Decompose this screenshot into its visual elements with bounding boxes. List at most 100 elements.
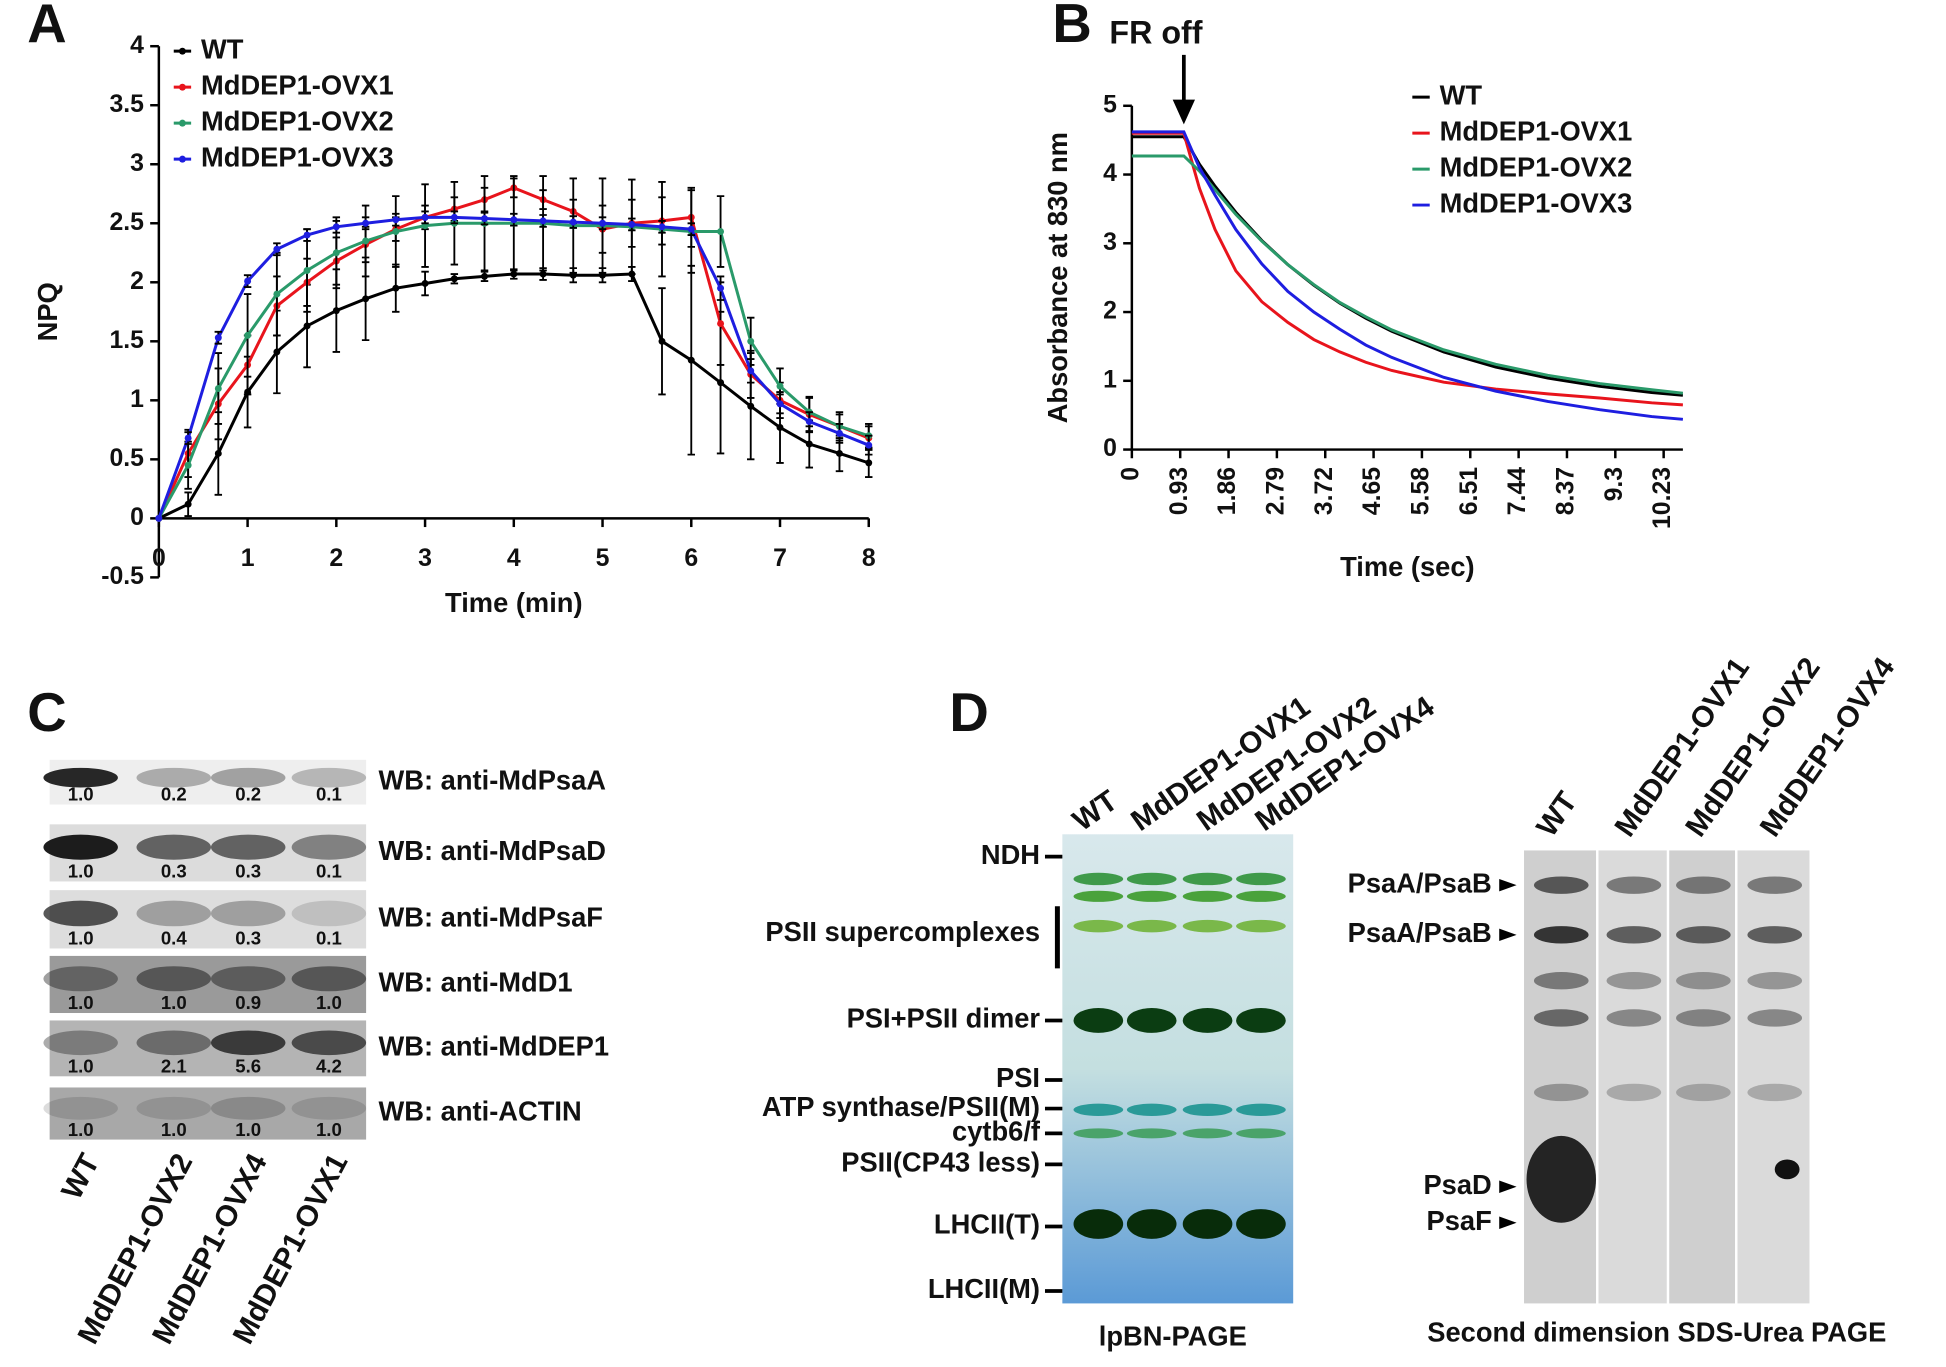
blot-band (291, 900, 367, 927)
x-tick-label: 1.86 (1214, 467, 1241, 515)
x-tick-label: 4 (507, 545, 521, 572)
blot-value: 1.0 (68, 1056, 94, 1077)
gel-band (1182, 1128, 1233, 1139)
data-point (481, 272, 488, 280)
legend-marker (178, 83, 186, 91)
y-tick-label: 2.5 (109, 209, 144, 236)
y-tick-label: 0.5 (109, 445, 144, 472)
blot-value: 0.3 (161, 861, 187, 882)
lane-label: WT (1067, 784, 1124, 838)
gel-band (1236, 890, 1286, 902)
data-point (421, 279, 429, 287)
data-point (155, 514, 163, 522)
x-tick-label: 0 (1117, 467, 1144, 481)
data-point (392, 216, 400, 224)
x-tick-label: 10.23 (1649, 467, 1676, 529)
legend-label: MdDEP1-OVX3 (201, 141, 394, 172)
sds-spot (1533, 1083, 1589, 1102)
x-tick-label: 6.51 (1456, 467, 1483, 515)
spot-arrow (1499, 1216, 1517, 1229)
blot-value: 1.0 (68, 928, 94, 949)
x-tick-label: 6 (684, 545, 698, 572)
sds-spot (1533, 926, 1589, 944)
blot-value: 0.2 (235, 784, 261, 805)
gel-label: PSI+PSII dimer (847, 1003, 1041, 1034)
spot-label: PsaA/PsaB (1348, 867, 1492, 898)
y-axis-title: Absorbance at 830 nm (1042, 132, 1073, 423)
spot-arrow (1499, 878, 1517, 892)
gel-band (1126, 1128, 1177, 1139)
data-point (569, 218, 577, 226)
gel-band (1182, 1209, 1233, 1239)
data-point (273, 290, 281, 298)
data-point (805, 418, 813, 426)
blot-band (291, 767, 367, 788)
x-tick-label: 4.65 (1359, 467, 1386, 515)
blot-band (43, 1096, 118, 1120)
data-point (244, 277, 252, 285)
gel-band (1236, 1128, 1286, 1139)
gel-band (1236, 919, 1286, 933)
x-tick-label: 0 (152, 545, 166, 572)
data-point (510, 216, 518, 224)
data-point (332, 307, 340, 315)
blot-value: 1.0 (68, 861, 94, 882)
y-tick-label: 1 (130, 386, 144, 413)
sds-spot (1676, 972, 1731, 990)
blot-band (43, 900, 118, 927)
blot-label: WB: anti-MdPsaF (379, 902, 603, 933)
blot-label: WB: anti-MdDEP1 (379, 1031, 610, 1062)
gel-band (1073, 1103, 1124, 1117)
gel-band (1126, 1103, 1177, 1117)
gel-band (1182, 919, 1233, 933)
data-point (747, 367, 755, 375)
y-tick-label: 1 (1103, 366, 1117, 393)
y-tick-label: -0.5 (101, 563, 144, 590)
blot-value: 0.9 (235, 992, 261, 1013)
sds-spot (1676, 926, 1731, 944)
data-point (717, 379, 725, 387)
gel-band (1073, 1008, 1124, 1033)
gel-label: PSII(CP43 less) (841, 1147, 1040, 1178)
x-axis-title: Time (sec) (1340, 551, 1475, 582)
lane-label: WT (1530, 786, 1584, 843)
y-tick-label: 2 (130, 268, 144, 295)
blot-band (210, 966, 286, 992)
legend-marker (178, 47, 186, 55)
blot-band (43, 1030, 118, 1056)
blot-label: WB: anti-ACTIN (379, 1096, 582, 1127)
legend-marker (178, 119, 186, 127)
sds-spot (1676, 1083, 1731, 1102)
data-point (717, 228, 725, 236)
gel-band (1073, 1209, 1124, 1239)
data-point (687, 356, 695, 364)
data-point (273, 245, 281, 253)
legend-label: MdDEP1-OVX2 (201, 105, 394, 136)
data-point (450, 213, 458, 221)
data-point (244, 331, 252, 339)
blot-value: 0.4 (161, 928, 188, 949)
gel-label: PSII supercomplexes (765, 916, 1040, 947)
gel-caption: lpBN-PAGE (1099, 1320, 1247, 1351)
blot-row (43, 955, 367, 1014)
gel-band (1073, 1128, 1124, 1139)
data-point (303, 231, 311, 239)
sds-spot (1606, 1009, 1662, 1027)
gel-band (1073, 919, 1124, 933)
series-line (1131, 131, 1683, 407)
blot-band (136, 1096, 211, 1120)
spot-label: PsaD (1423, 1169, 1491, 1200)
x-tick-label: 0.93 (1166, 467, 1193, 515)
data-point (865, 459, 873, 467)
x-tick-label: 8 (862, 545, 876, 572)
gel-band (1073, 890, 1124, 902)
data-point (717, 284, 725, 292)
y-axis-title: NPQ (32, 282, 63, 341)
data-point (421, 213, 429, 221)
data-point (392, 284, 400, 292)
blot-value: 1.0 (161, 1119, 187, 1140)
lane-label: WT (55, 1148, 106, 1204)
sds-spot (1533, 876, 1589, 894)
blot-band (291, 1096, 367, 1120)
